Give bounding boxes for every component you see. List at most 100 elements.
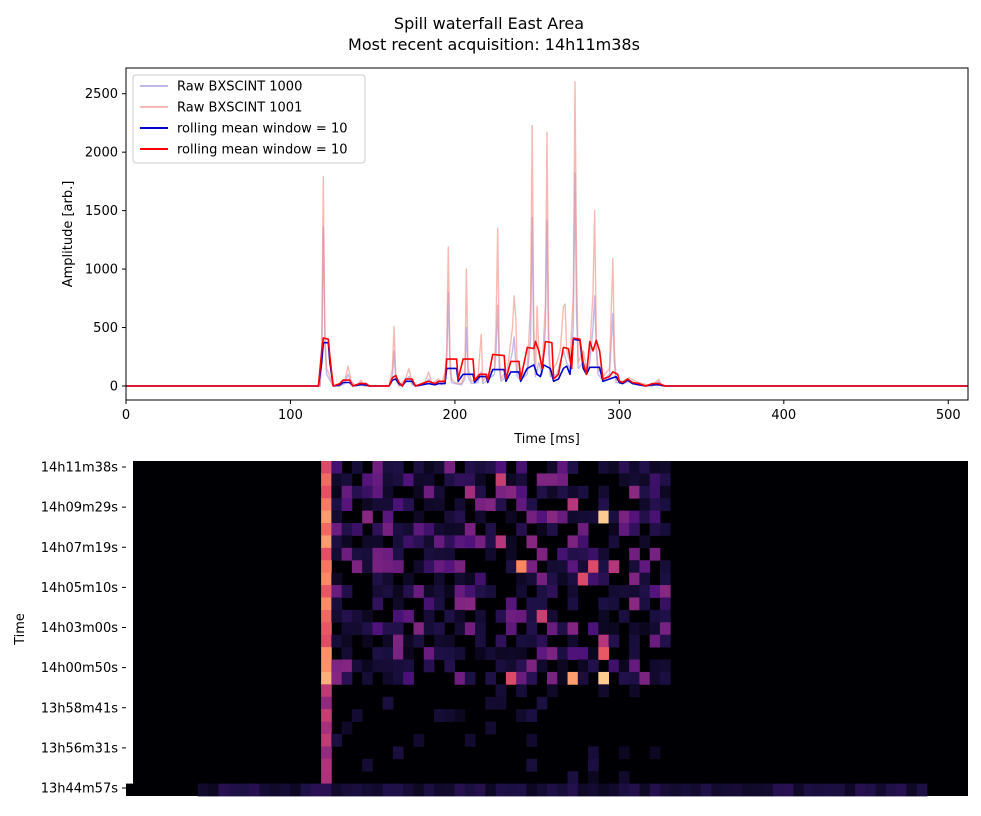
heatmap-cell (434, 647, 445, 660)
heatmap-cell (485, 498, 497, 512)
heatmap-cell (588, 771, 599, 784)
heatmap-cell (464, 473, 476, 487)
heatmap-cell (351, 622, 363, 636)
heatmap-cell (321, 609, 332, 623)
heatmap-cell (659, 498, 671, 512)
legend-label: Raw BXSCINT 1000 (177, 80, 302, 95)
heatmap-cell (475, 634, 486, 648)
heatmap-cell (362, 473, 373, 487)
heatmap-cell (444, 473, 455, 487)
heatmap-cell (310, 783, 322, 797)
heatmap-cell (434, 498, 445, 512)
heatmap-cell (629, 783, 640, 797)
heatmap-cell (567, 597, 579, 611)
heatmap-cell (444, 659, 455, 673)
heatmap-cell (526, 709, 538, 722)
heatmap-cell (413, 523, 425, 536)
heatmap-cell (341, 647, 353, 660)
y-axis-label: Amplitude [arb.] (61, 181, 76, 288)
heatmap-cell (629, 547, 640, 561)
heatmap-cell (341, 783, 353, 797)
y-tick-label: 1500 (85, 204, 118, 219)
heatmap-cell (197, 783, 209, 797)
heatmap-cell (516, 609, 527, 623)
heatmap-cell (321, 535, 332, 549)
heatmap-cell (557, 572, 568, 586)
heatmap-cell (362, 671, 373, 685)
heatmap-cell (403, 523, 414, 536)
legend: Raw BXSCINT 1000 Raw BXSCINT 1001 rolling … (132, 74, 366, 164)
heatmap-cell (536, 634, 548, 648)
x-tick-label: 400 (771, 408, 796, 423)
heatmap-cell (423, 473, 435, 487)
heatmap-cell (536, 783, 548, 797)
heatmap-cell (351, 709, 363, 722)
heatmap-cell (475, 535, 486, 549)
heatmap-cell (649, 783, 661, 797)
heatmap-cell (382, 523, 394, 536)
heatmap-cell (362, 535, 373, 549)
heatmap-cell (557, 783, 568, 797)
heatmap-cell (434, 535, 445, 549)
heatmap-cell (598, 609, 610, 623)
heatmap-cell (392, 461, 404, 474)
heatmap-cell (434, 523, 445, 536)
heatmap-cell (526, 634, 538, 648)
heatmap-cell (742, 783, 753, 797)
heatmap-cell (516, 671, 527, 685)
heatmap-cell (516, 523, 527, 536)
heatmap-cell (331, 659, 343, 673)
heatmap-cell (526, 783, 538, 797)
heatmap-cell (362, 510, 373, 524)
heatmap-cell (659, 461, 671, 474)
heatmap-cell (228, 783, 240, 797)
heatmap-cell (351, 461, 363, 474)
heatmap-cell (731, 783, 743, 797)
heatmap-cell (423, 535, 435, 549)
heatmap-cell (475, 647, 486, 660)
heatmap-cell (485, 535, 497, 549)
heatmap-cell (547, 622, 558, 636)
heatmap-cell (536, 510, 548, 524)
heatmap-cell (444, 523, 455, 536)
heatmap-cell (454, 523, 466, 536)
heatmap-cell (598, 597, 610, 611)
x-axis-ticks: 0 100 200 300 400 500 (122, 400, 961, 423)
heatmap-cell (608, 535, 620, 549)
heatmap-cell (321, 771, 332, 784)
heatmap-cell (567, 622, 579, 636)
heatmap-cell (331, 485, 343, 499)
heatmap-cell (321, 585, 332, 598)
heatmap-cell (372, 585, 384, 598)
heatmap-cell (588, 783, 599, 797)
heatmap-cell (321, 498, 332, 512)
heatmap-cell (618, 510, 630, 524)
heatmap-cell (618, 746, 630, 760)
heatmap-cell (423, 585, 435, 598)
heatmap-cell (516, 473, 527, 487)
heatmap-cell (464, 535, 476, 549)
heatmap-cell (659, 473, 671, 487)
heatmap-cell (526, 560, 538, 574)
heatmap-cell (505, 535, 517, 549)
heatmap-cell (649, 461, 661, 474)
heatmap-cell (423, 597, 435, 611)
heatmap-cell (629, 461, 640, 474)
heatmap-cell (701, 783, 712, 797)
heatmap-cell (639, 461, 651, 474)
heatmap-cell (536, 473, 548, 487)
heatmap-cell (495, 696, 507, 710)
heatmap-cell (495, 684, 507, 698)
heatmap-cell (341, 585, 353, 598)
heatmap-cell (372, 498, 384, 512)
heatmap-y-tick-label: 13h58m41s (41, 701, 119, 716)
heatmap-cell (475, 783, 486, 797)
heatmap-cell (649, 473, 661, 487)
heatmap-cell (321, 597, 332, 611)
heatmap-cell (321, 684, 332, 698)
heatmap-cell (557, 547, 568, 561)
heatmap-cell (536, 647, 548, 660)
heatmap-cell (567, 547, 579, 561)
heatmap-cell (598, 572, 610, 586)
